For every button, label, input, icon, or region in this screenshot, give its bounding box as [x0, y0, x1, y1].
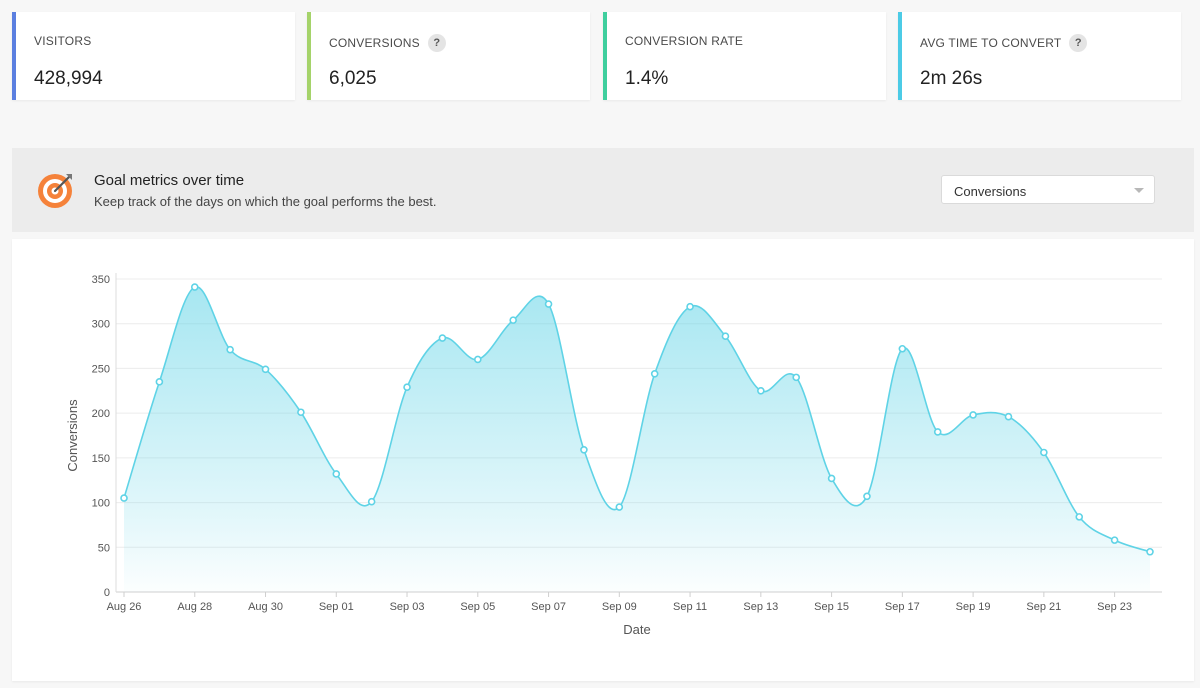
data-point: [155, 378, 164, 386]
y-axis-title: Conversions: [65, 399, 80, 472]
data-point: [757, 386, 765, 395]
x-tick-label: Sep 23: [1097, 601, 1132, 613]
kpi-value: 6,025: [329, 68, 377, 89]
x-tick-label: Aug 30: [248, 601, 283, 613]
x-tick-label: Sep 21: [1026, 601, 1061, 613]
x-tick-label: Sep 15: [814, 601, 849, 613]
x-axis-title: Date: [623, 622, 650, 637]
series-line: [123, 286, 1151, 553]
data-point: [650, 369, 659, 378]
data-point: [120, 494, 128, 502]
series-area-fill: [124, 286, 1150, 592]
x-tick-label: Sep 03: [390, 601, 425, 613]
goal-metrics-subtitle: Keep track of the days on which the goal…: [94, 194, 437, 209]
data-point: [898, 344, 907, 353]
y-tick-label: 200: [92, 408, 110, 420]
data-point: [827, 474, 836, 483]
data-point: [792, 373, 801, 382]
kpi-card-conversions: CONVERSIONS? 6,025: [307, 12, 590, 100]
x-tick-label: Sep 17: [885, 601, 920, 613]
metric-select[interactable]: Conversions: [941, 175, 1155, 204]
data-point: [1040, 448, 1048, 457]
data-point: [933, 428, 942, 436]
data-point: [438, 334, 447, 342]
y-tick-label: 0: [104, 587, 110, 599]
kpi-accent-bar: [603, 12, 607, 100]
x-tick-label: Aug 26: [107, 601, 142, 613]
data-point: [969, 411, 977, 419]
y-tick-label: 300: [92, 319, 110, 331]
conversions-area-chart: 0 50 100 150 200 250 300 350 Aug 26 Aug 28 Aug 30 S…: [65, 273, 1162, 637]
kpi-value: 428,994: [34, 68, 103, 89]
kpi-value: 2m 26s: [920, 68, 983, 89]
x-tick-label: Aug 28: [177, 601, 212, 613]
data-point: [1146, 547, 1154, 556]
data-point: [332, 470, 341, 478]
data-point: [473, 355, 482, 364]
data-point: [367, 497, 376, 506]
help-icon[interactable]: ?: [1069, 34, 1088, 52]
goal-metrics-title: Goal metrics over time: [94, 172, 245, 189]
x-tick-label: Sep 01: [319, 601, 354, 613]
data-point: [721, 332, 730, 341]
data-point: [544, 300, 553, 308]
kpi-card-conversion-rate: CONVERSION RATE 1.4%: [603, 12, 886, 100]
kpi-label: CONVERSIONS?: [329, 34, 446, 52]
kpi-card-visitors: VISITORS 428,994: [12, 12, 295, 100]
data-point: [1075, 513, 1084, 521]
kpi-value: 1.4%: [625, 68, 669, 89]
x-tick-label: Sep 11: [673, 601, 707, 613]
y-tick-label: 50: [98, 542, 110, 554]
x-tick-label: Sep 05: [460, 601, 495, 613]
target-icon: [38, 174, 72, 208]
data-point: [1110, 536, 1119, 544]
kpi-accent-bar: [12, 12, 16, 100]
x-tick-label: Sep 07: [531, 601, 566, 613]
y-tick-label: 350: [92, 274, 110, 286]
y-tick-label: 250: [92, 363, 110, 375]
data-point: [1004, 412, 1013, 421]
metric-select-value: Conversions: [954, 184, 1027, 199]
kpi-label: CONVERSION RATE: [625, 34, 744, 48]
x-tick-label: Sep 19: [956, 601, 991, 613]
kpi-accent-bar: [898, 12, 902, 100]
data-point: [686, 302, 694, 311]
data-point: [403, 383, 411, 392]
data-point: [580, 446, 588, 454]
kpi-label: VISITORS: [34, 34, 92, 48]
kpi-card-avg-time-to-convert: AVG TIME TO CONVERT? 2m 26s: [898, 12, 1181, 100]
goal-metrics-header: Goal metrics over time Keep track of the…: [12, 148, 1194, 232]
data-point: [297, 408, 305, 417]
y-tick-label: 150: [92, 453, 110, 465]
kpi-accent-bar: [307, 12, 311, 100]
data-point: [261, 365, 270, 374]
x-tick-label: Sep 13: [743, 601, 778, 613]
data-point: [190, 283, 199, 291]
x-tick-label: Sep 09: [602, 601, 637, 613]
data-point: [509, 316, 517, 324]
data-point: [615, 503, 624, 511]
y-tick-label: 100: [92, 498, 110, 510]
kpi-label: AVG TIME TO CONVERT?: [920, 34, 1088, 52]
help-icon[interactable]: ?: [427, 34, 446, 52]
chart-card: 0 50 100 150 200 250 300 350 Aug 26 Aug 28 Aug 30 S…: [12, 239, 1194, 681]
data-point: [863, 492, 871, 501]
chevron-down-icon: [1134, 188, 1144, 193]
data-point: [226, 345, 234, 354]
kpi-row: VISITORS 428,994 CONVERSIONS? 6,025 CONV…: [12, 12, 1194, 100]
